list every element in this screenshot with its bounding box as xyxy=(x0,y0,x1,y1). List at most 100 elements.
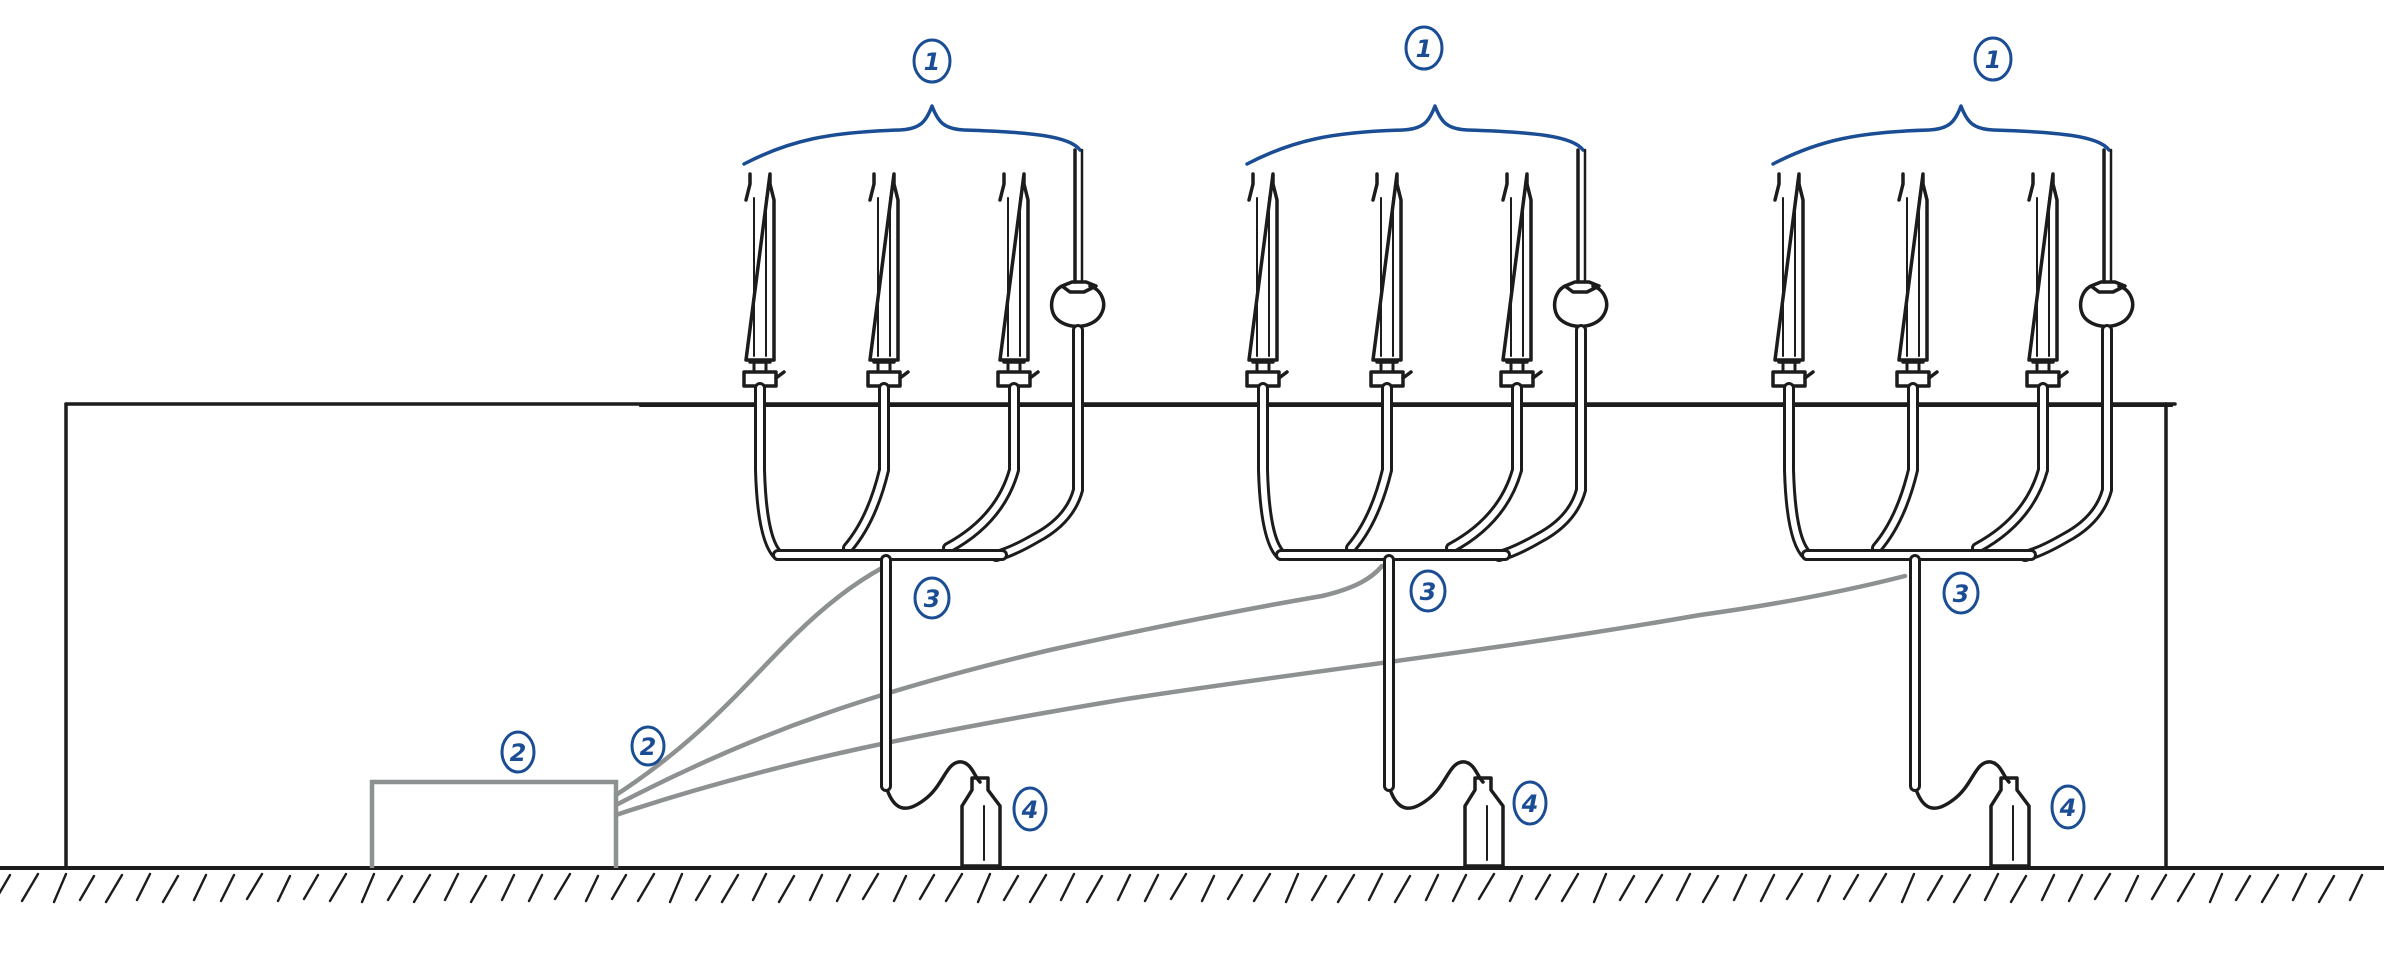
pump-hose xyxy=(886,760,982,810)
ground-hatch-mark xyxy=(2260,873,2280,904)
ground-hatch-mark xyxy=(1983,872,2000,902)
valve-handle xyxy=(1028,370,1040,380)
supply-pipe-inner xyxy=(1974,385,2046,551)
ground-hatch-mark xyxy=(360,872,376,904)
ground-hatch-mark xyxy=(2348,873,2364,902)
ground-hatch-mark xyxy=(1028,873,1048,904)
ground-hatch-mark xyxy=(20,872,40,903)
unit-left xyxy=(742,104,1106,868)
ground-hatch-mark xyxy=(1592,872,1608,904)
ground-hatch-mark xyxy=(104,873,124,904)
ground-hatch-mark xyxy=(1534,873,1552,901)
ground-hatch-mark xyxy=(1644,873,1664,904)
ground-hatch-mark xyxy=(500,873,516,902)
ground-hatch-mark xyxy=(1085,874,1104,904)
svg-text:1: 1 xyxy=(924,48,941,76)
ground-hatch-mark xyxy=(443,872,460,902)
tank-group-brace xyxy=(1771,104,2111,166)
label-tank-group-right: 1 xyxy=(1973,36,2013,82)
ground-hatch-mark xyxy=(610,873,628,901)
gas-cylinder xyxy=(1897,172,1929,362)
gauge-bulb xyxy=(2078,280,2135,329)
support-frame xyxy=(64,402,2177,870)
svg-text:2: 2 xyxy=(640,733,657,761)
ground-hatch-mark xyxy=(1732,873,1748,902)
svg-text:1: 1 xyxy=(1985,46,2002,74)
valve-stem xyxy=(1006,360,1022,374)
valve-stem xyxy=(752,360,768,374)
supply-pipe-inner xyxy=(945,385,1017,551)
ground-hatch-mark xyxy=(1477,872,1496,901)
ground-hatch-mark xyxy=(2176,872,2196,903)
ground-hatch-mark xyxy=(161,874,180,904)
ground-hatch-mark xyxy=(720,873,740,904)
tank-group-brace xyxy=(742,104,1082,166)
label-manifold-left: 3 xyxy=(913,576,951,620)
svg-text:1: 1 xyxy=(1416,35,1433,63)
gauge-bulb xyxy=(1049,280,1106,329)
ground-hatch-mark xyxy=(636,872,656,903)
label-pump-right: 4 xyxy=(2050,784,2086,830)
ground-hatch-mark xyxy=(1393,874,1412,904)
ground-hatch-mark xyxy=(1143,873,1160,903)
ground-hatch-mark xyxy=(469,874,488,904)
valve-handle xyxy=(898,370,910,380)
ground-hatch-mark xyxy=(78,874,96,902)
ground-hatch-mark xyxy=(918,873,936,901)
ground-hatch-mark xyxy=(1926,874,1944,902)
ground-hatch-mark xyxy=(328,872,348,903)
tank-group-brace xyxy=(1245,104,1585,166)
ground-hatch-mark xyxy=(245,872,264,901)
ground-hatch-mark xyxy=(1116,873,1132,902)
svg-text:3: 3 xyxy=(1420,578,1437,606)
svg-text:4: 4 xyxy=(1521,790,1539,818)
ground-hatch-mark xyxy=(944,872,964,903)
ground-hatch-mark xyxy=(302,873,320,901)
pump xyxy=(1463,776,1505,868)
valve-stem xyxy=(1781,360,1797,374)
ground-hatch-mark xyxy=(386,874,404,902)
ground-hatch-mark xyxy=(976,872,992,904)
unit-middle xyxy=(1245,104,1609,868)
label-manifold-right: 3 xyxy=(1942,571,1980,615)
ground-hatch-mark xyxy=(2067,873,2084,903)
cables xyxy=(613,563,1908,818)
valve-stem xyxy=(2035,360,2051,374)
cable-to-unit-left xyxy=(613,565,885,798)
pump xyxy=(1989,776,2031,868)
ground-hatch-mark xyxy=(1759,873,1776,903)
cable-to-unit-right xyxy=(613,573,1908,818)
unit-right xyxy=(1771,104,2135,868)
ground-hatch-mark xyxy=(2150,873,2168,901)
ground-hatch-mark xyxy=(584,874,600,903)
ground-hatch-mark xyxy=(1900,872,1916,904)
ground-hatch-mark xyxy=(2208,872,2224,904)
valve-handle xyxy=(1927,370,1939,380)
gas-cylinder xyxy=(744,172,776,362)
ground-hatch-mark xyxy=(2093,872,2112,901)
ground-hatch-mark xyxy=(1701,874,1720,904)
label-cable: 2 xyxy=(630,725,666,767)
pump-hose xyxy=(1915,760,2011,810)
label-pump-middle: 4 xyxy=(1512,780,1548,826)
ground-hatch-mark xyxy=(892,874,908,903)
ground-hatch-mark xyxy=(835,873,852,903)
ground-hatch-mark xyxy=(1868,872,1888,903)
svg-text:3: 3 xyxy=(1953,580,1970,608)
ground-hatch-mark xyxy=(1226,873,1244,901)
ground-hatch-mark xyxy=(2009,874,2028,904)
valve-stem xyxy=(1509,360,1525,374)
svg-text:4: 4 xyxy=(1021,796,1039,824)
ground-hatch-mark xyxy=(1367,872,1384,902)
ground-hatch-mark xyxy=(1002,874,1020,902)
return-pipe-inner xyxy=(2022,327,2110,559)
valve-handle xyxy=(1531,370,1543,380)
valve-handle xyxy=(1277,370,1289,380)
ground-hatch-mark xyxy=(1842,873,1860,901)
ground-hatch-mark xyxy=(2040,873,2056,902)
ground-hatch-mark xyxy=(1451,873,1468,903)
supply-pipe-inner xyxy=(845,385,887,551)
ground-hatch-mark xyxy=(192,873,208,902)
valve-stem xyxy=(1379,360,1395,374)
